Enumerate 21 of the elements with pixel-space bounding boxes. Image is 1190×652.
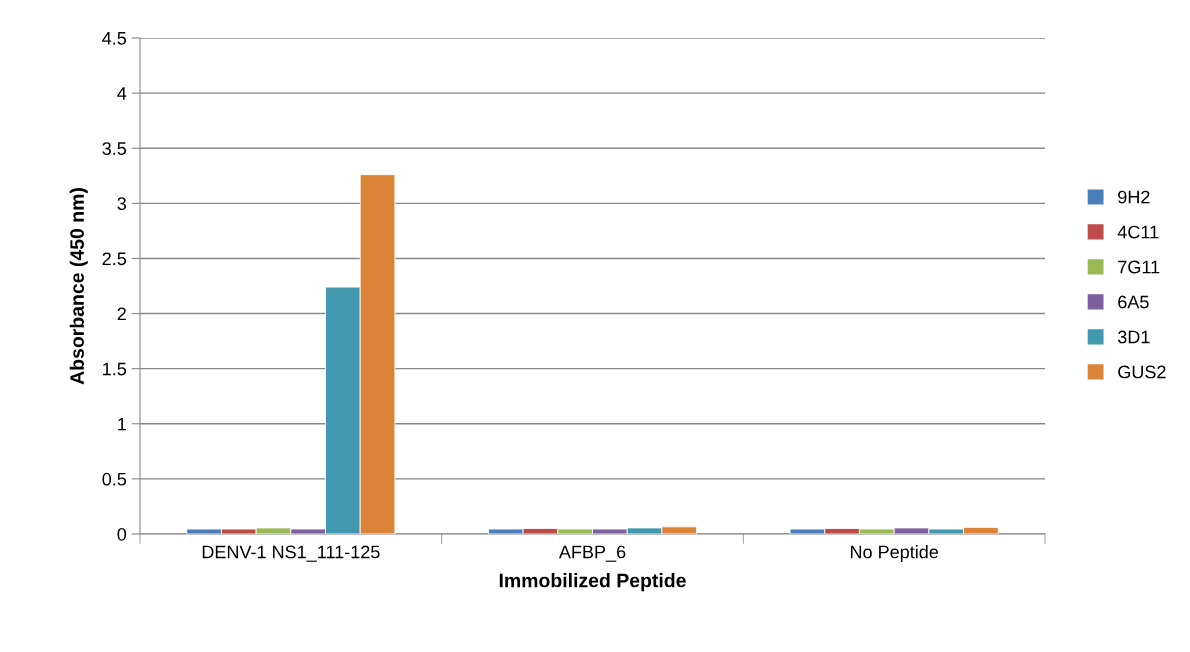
y-tick-label: 1.5	[103, 362, 127, 376]
y-tick-label: 2.5	[102, 252, 127, 266]
y-tick-label: 3	[117, 197, 127, 211]
x-tick-label: No Peptide	[850, 545, 939, 562]
y-axis-title: Absorbance (450 nm)	[69, 188, 88, 385]
y-tick-label: 0.5	[102, 472, 127, 486]
y-tick-label: 4	[117, 87, 127, 100]
legend-label: GUS2	[1118, 365, 1166, 379]
legend-label: 7G11	[1118, 260, 1160, 274]
y-tick-label: 1	[118, 417, 126, 431]
y-tick-label: 3.5	[102, 142, 127, 155]
y-tick-label: 4.5	[102, 32, 127, 45]
x-axis-title: Immobilized Peptide	[499, 573, 686, 592]
y-tick-label: 0	[117, 527, 127, 541]
y-tick-label: 2	[117, 307, 126, 321]
legend-label: 9H2	[1118, 190, 1150, 204]
legend-label: 3D1	[1117, 330, 1150, 344]
legend-label: 6A5	[1118, 295, 1149, 309]
x-tick-label: DENV-1 NS1_111-125	[202, 545, 380, 562]
x-tick-label: AFBP_6	[558, 545, 626, 562]
legend-label: 4C11	[1117, 225, 1159, 239]
